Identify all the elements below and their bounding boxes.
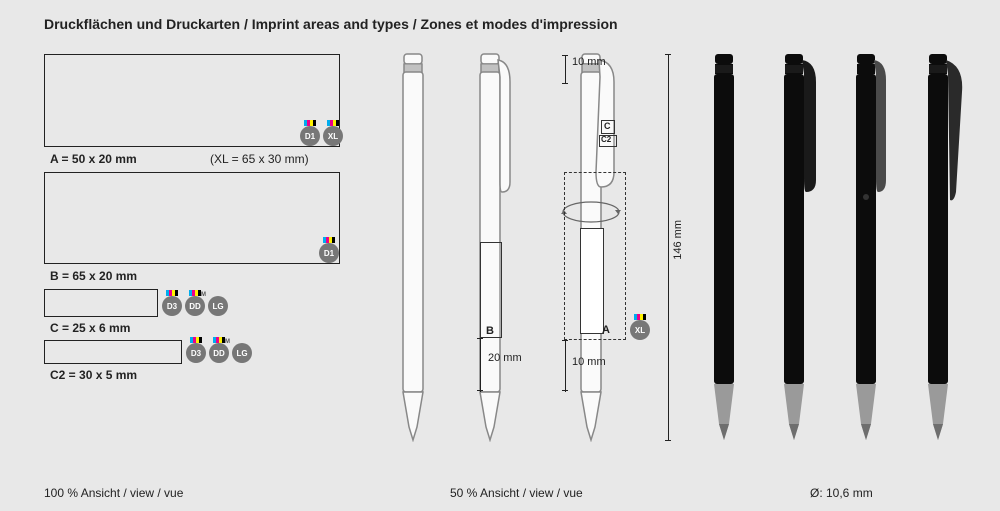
area-icons-c: D3 DDM LG [162, 296, 228, 316]
dd-icon: DDM [209, 343, 229, 363]
d3-icon: D3 [186, 343, 206, 363]
pen-black-1 [702, 52, 746, 442]
marker-letter-c2: C2 [601, 135, 611, 144]
dim-line-top [565, 55, 566, 83]
d3-icon: D3 [162, 296, 182, 316]
dim-middle: 20 mm [488, 352, 522, 364]
footer-left: 100 % Ansicht / view / vue [44, 486, 183, 500]
pen-black-2 [768, 52, 822, 442]
dim-line-mid [480, 338, 481, 392]
marker-letter-b: B [486, 325, 494, 337]
lg-icon: LG [232, 343, 252, 363]
xl-icon: XL [323, 126, 343, 146]
outline-pen-1 [388, 52, 438, 442]
xl-marker-icon: XL [630, 320, 650, 340]
dim-line-height [668, 54, 669, 440]
d1-icon: D1 [300, 126, 320, 146]
dim-top: 10 mm [572, 56, 606, 68]
d1-icon: D1 [319, 243, 339, 263]
footer-diameter: Ø: 10,6 mm [810, 486, 873, 500]
area-box-a [44, 54, 340, 147]
title: Druckflächen und Druckarten / Imprint ar… [44, 16, 618, 32]
area-icons-a: D1 XL [300, 126, 343, 146]
area-icons-b: D1 [319, 243, 339, 263]
marker-letter-c: C [604, 121, 611, 131]
area-icons-c2: D3 DDM LG [186, 343, 252, 363]
dim-line-bot [565, 340, 566, 392]
dim-bottom: 10 mm [572, 356, 606, 368]
marker-letter-a: A [602, 324, 610, 336]
area-box-c [44, 289, 158, 317]
area-label-a: A = 50 x 20 mm [50, 152, 137, 166]
area-label-b: B = 65 x 20 mm [50, 269, 137, 283]
area-box-b [44, 172, 340, 264]
xl-icon: XL [630, 320, 650, 340]
marker-box-b [480, 242, 502, 338]
dim-height: 146 mm [672, 220, 684, 260]
lg-icon: LG [208, 296, 228, 316]
marker-box-a [580, 228, 604, 334]
pen-black-4 [912, 52, 968, 442]
area-label-c2: C2 = 30 x 5 mm [50, 368, 137, 382]
area-label-c: C = 25 x 6 mm [50, 321, 130, 335]
area-box-c2 [44, 340, 182, 364]
pen-black-3 [840, 52, 894, 442]
area-label-xl: (XL = 65 x 30 mm) [210, 152, 309, 166]
footer-mid: 50 % Ansicht / view / vue [450, 486, 583, 500]
dd-icon: DDM [185, 296, 205, 316]
